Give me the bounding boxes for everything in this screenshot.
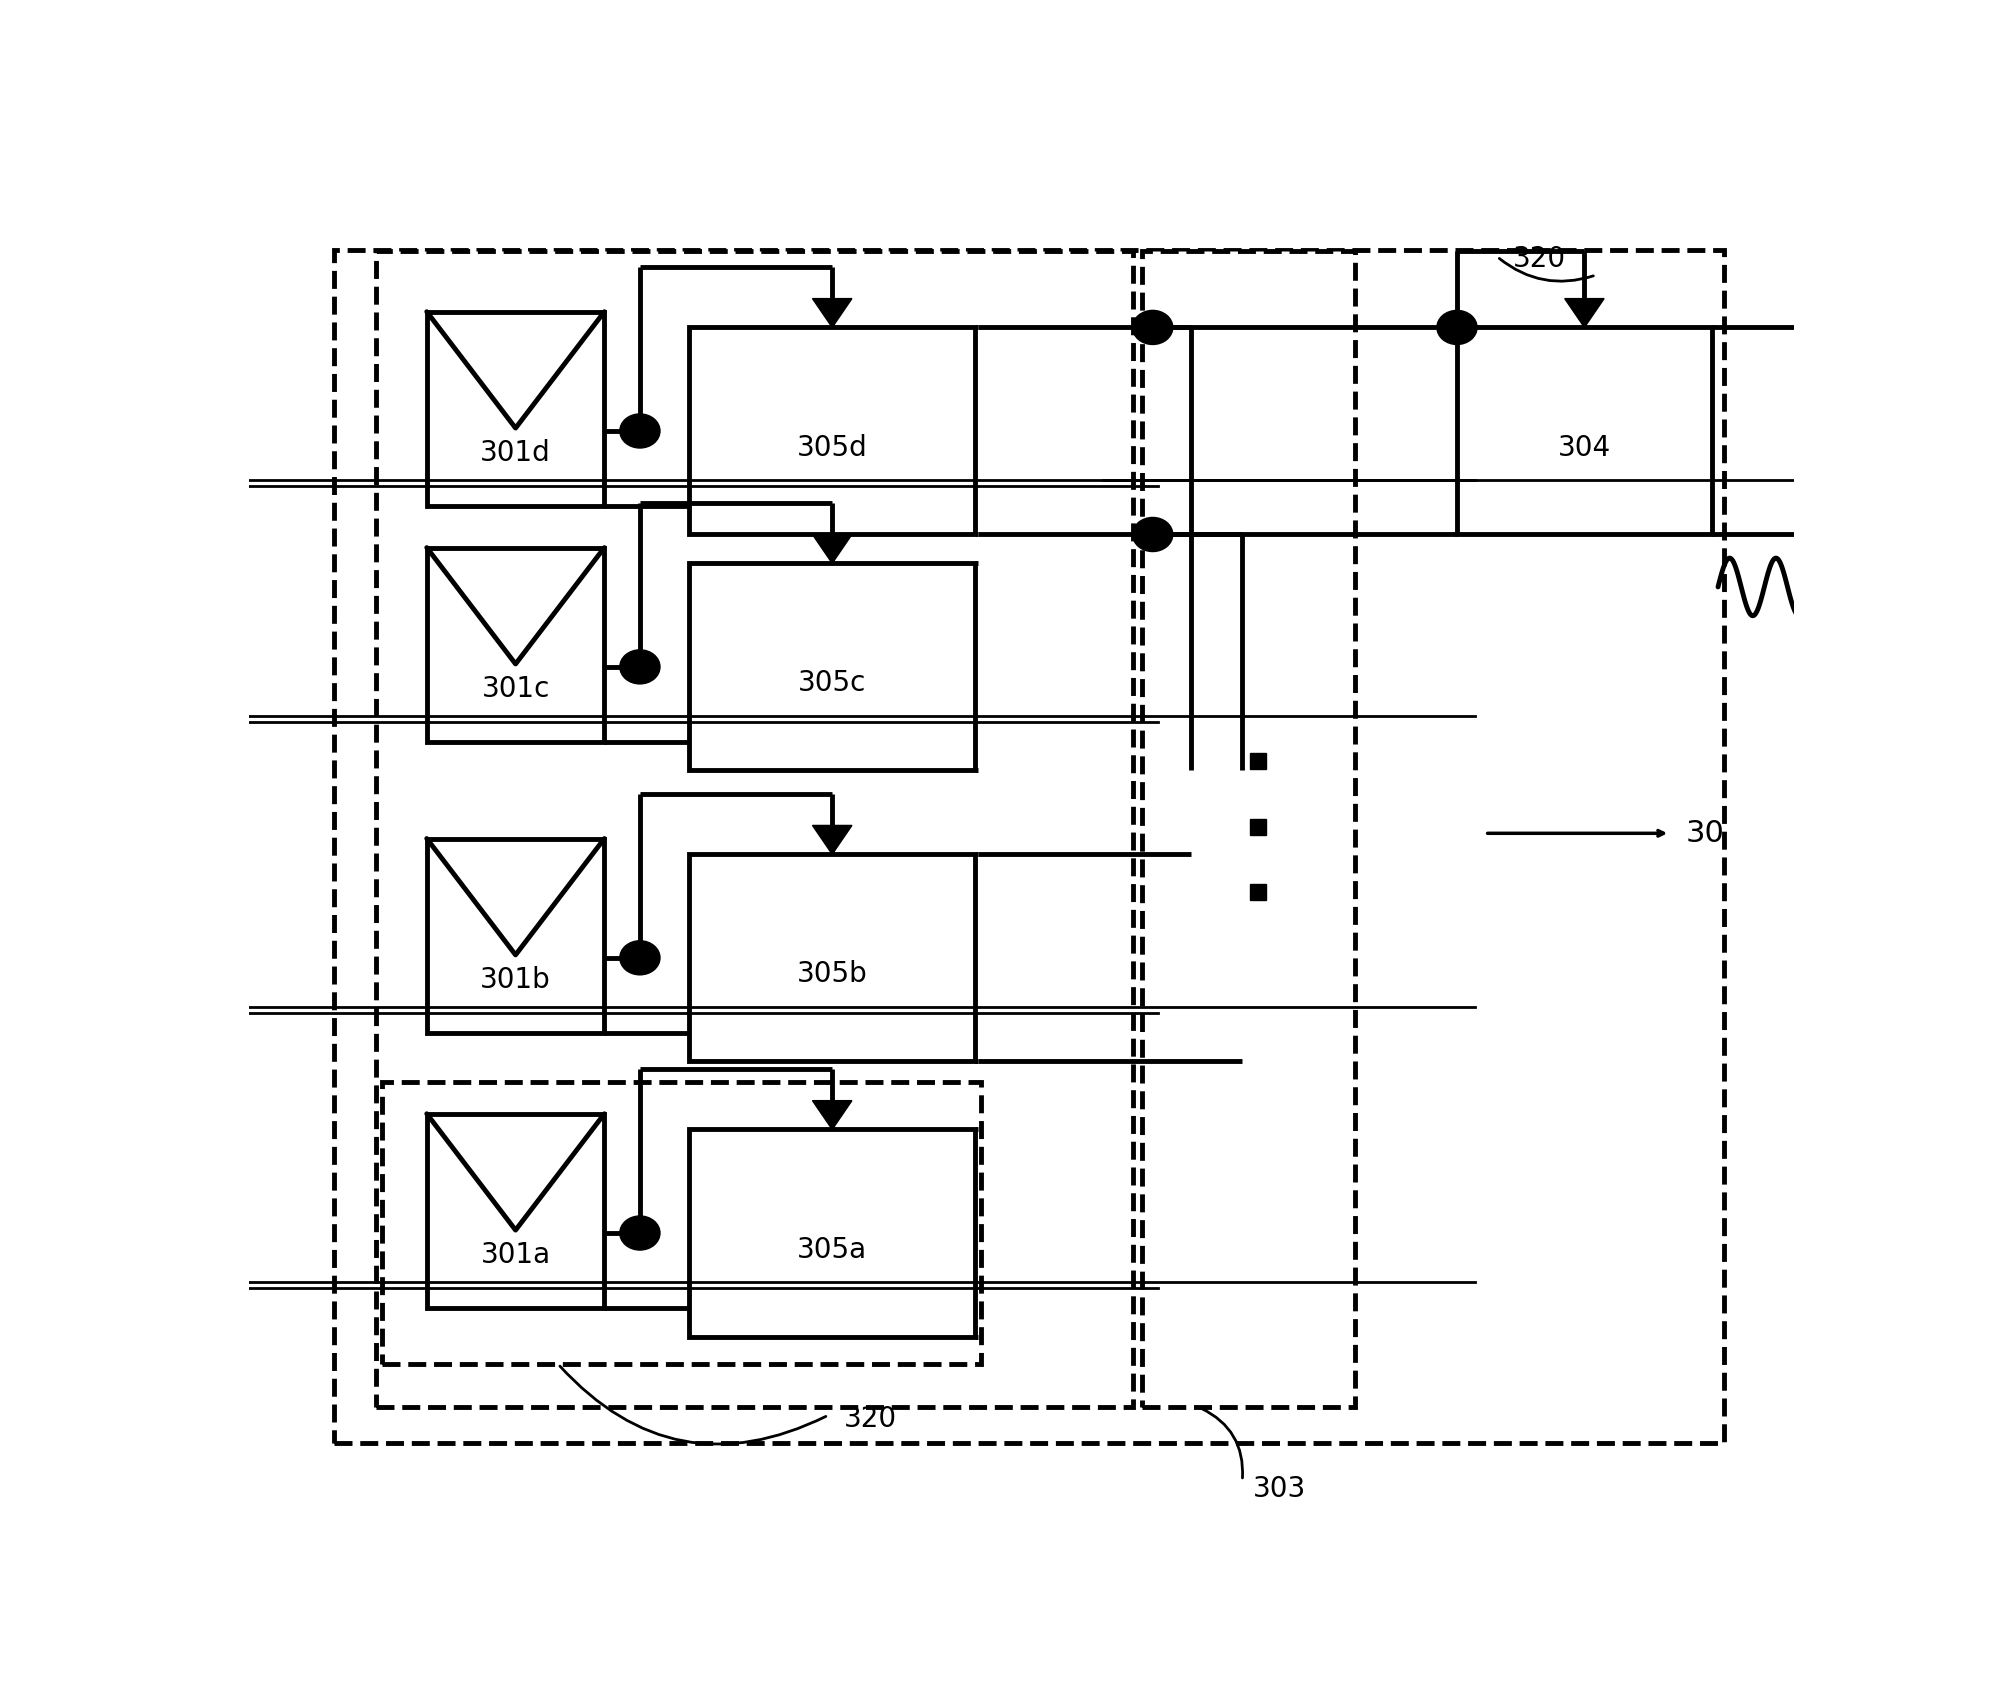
Bar	[383, 1082, 981, 1363]
Text: 320: 320	[1513, 245, 1566, 274]
Bar	[690, 563, 975, 771]
Polygon shape	[813, 534, 851, 563]
Text: 305b: 305b	[797, 960, 867, 989]
Circle shape	[620, 1215, 660, 1249]
Text: 305c: 305c	[797, 669, 867, 698]
Bar	[1457, 327, 1712, 534]
Bar	[377, 252, 1132, 1408]
Bar	[1142, 252, 1355, 1408]
Text: 320: 320	[843, 1406, 897, 1433]
Bar	[427, 311, 604, 505]
Text: 305a: 305a	[797, 1236, 867, 1263]
Polygon shape	[813, 1101, 851, 1130]
Bar	[690, 327, 975, 534]
Bar	[690, 854, 975, 1062]
Text: 301d: 301d	[480, 439, 550, 468]
Text: 301a: 301a	[480, 1241, 550, 1270]
Circle shape	[1437, 310, 1477, 344]
Text: 301b: 301b	[480, 967, 550, 994]
Text: 303: 303	[1254, 1474, 1305, 1503]
Circle shape	[620, 650, 660, 684]
Circle shape	[1132, 517, 1172, 551]
Polygon shape	[813, 298, 851, 327]
Text: 30: 30	[1686, 819, 1724, 848]
Bar	[427, 1113, 604, 1307]
Circle shape	[620, 941, 660, 975]
Bar	[427, 548, 604, 742]
Text: 301c: 301c	[482, 676, 550, 703]
Circle shape	[1132, 310, 1172, 344]
Polygon shape	[813, 825, 851, 854]
Text: 304: 304	[1559, 434, 1610, 461]
Polygon shape	[1565, 298, 1604, 327]
Circle shape	[620, 414, 660, 448]
Bar	[690, 1130, 975, 1336]
Bar	[427, 839, 604, 1033]
Text: 305d: 305d	[797, 434, 867, 461]
